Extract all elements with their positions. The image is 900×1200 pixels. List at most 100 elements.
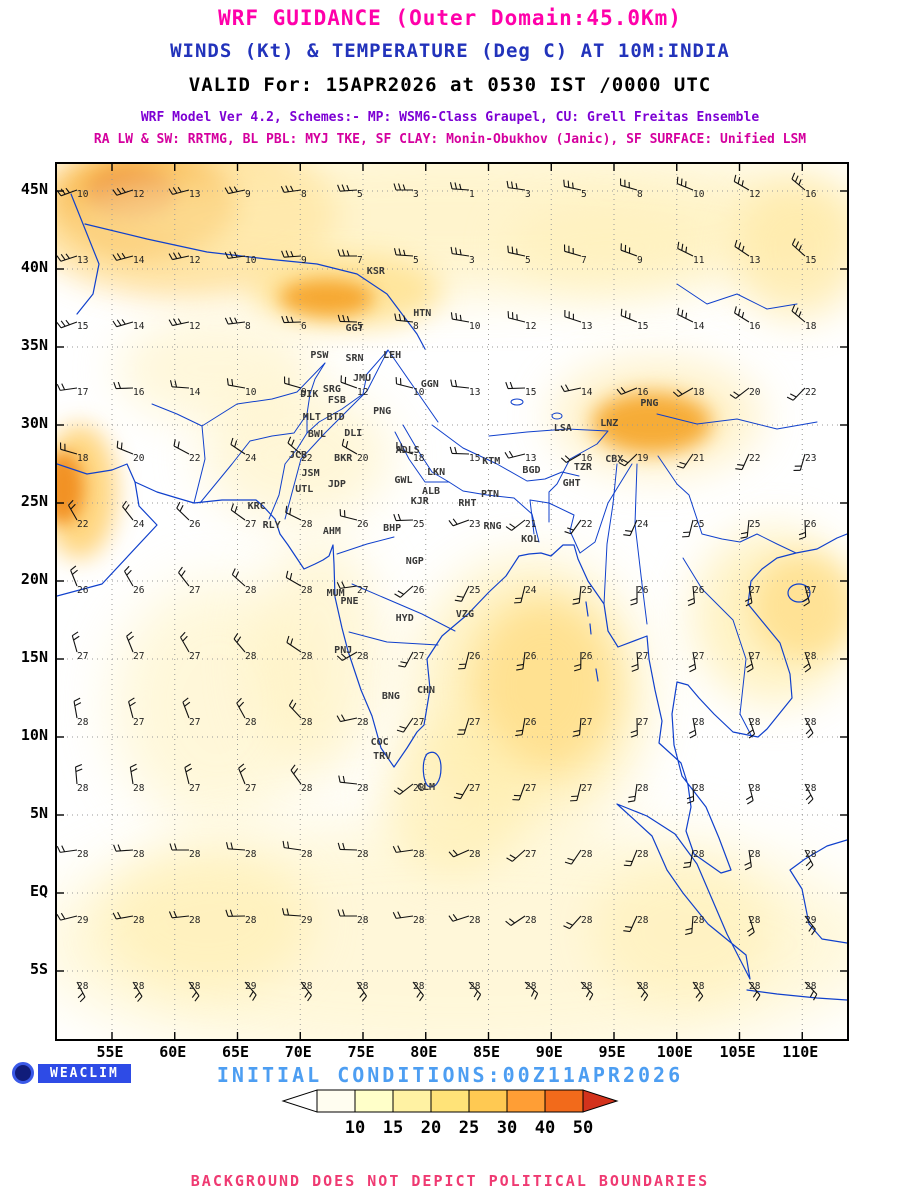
temperature-value: 28 <box>805 651 817 662</box>
wind-barb-cell: 28 <box>338 772 369 796</box>
lat-tick-label: 35N <box>20 336 48 354</box>
wind-barb-cell: 27 <box>336 574 369 598</box>
temperature-value: 9 <box>637 255 643 266</box>
temperature-value: 10 <box>245 387 257 398</box>
wind-barb-icon <box>682 519 694 538</box>
wind-barb-cell: 27 <box>569 772 593 802</box>
temperature-value: 20 <box>133 453 145 464</box>
temperature-value: 8 <box>413 321 419 332</box>
temperature-value: 28 <box>637 849 649 860</box>
wind-barb-icon <box>745 783 754 805</box>
wind-barb-cell: 28 <box>569 970 594 1001</box>
temperature-value: 22 <box>749 453 761 464</box>
wind-barb-cell: 28 <box>113 838 145 862</box>
wind-barb-cell: 15 <box>620 308 649 334</box>
lon-tick-label: 60E <box>159 1043 187 1061</box>
temperature-value: 13 <box>749 255 761 266</box>
wind-barb-cell: 6 <box>281 310 313 334</box>
temperature-value: 12 <box>357 387 369 398</box>
wind-barb-icon <box>747 717 756 739</box>
temperature-value: 28 <box>357 783 369 794</box>
station-label: TRV <box>373 750 392 762</box>
temperature-value: 24 <box>637 519 649 530</box>
temperature-value: 26 <box>525 717 537 728</box>
wind-barb-cell: 29 <box>281 904 313 928</box>
wind-barb-cell: 29 <box>793 904 817 936</box>
wind-barb-icon <box>449 446 470 455</box>
wind-barb-cell: 28 <box>177 970 201 1002</box>
temperature-value: 15 <box>525 387 537 398</box>
temperature-value: 27 <box>469 783 481 794</box>
station-label: PSW <box>310 349 329 361</box>
temperature-value: 10 <box>245 255 257 266</box>
temperature-value: 27 <box>77 651 89 662</box>
temperature-value: 22 <box>581 519 593 530</box>
wind-barb-icon <box>505 381 526 390</box>
station-label: RNG <box>483 521 502 533</box>
temperature-value: 28 <box>357 651 369 662</box>
wind-barb-cell: 22 <box>735 442 761 471</box>
temperature-value: 13 <box>189 189 201 200</box>
wind-barb-cell: 18 <box>791 304 817 334</box>
temperature-value: 22 <box>189 453 201 464</box>
lat-tick-label: 30N <box>20 414 48 432</box>
wind-barb-cell: 28 <box>737 970 761 1002</box>
temperature-value: 27 <box>245 519 257 530</box>
lon-tick-label: 55E <box>96 1043 124 1061</box>
wind-barb-cell: 28 <box>392 904 425 928</box>
temperature-value: 5 <box>357 189 363 200</box>
wind-barb-cell: 10 <box>226 376 257 400</box>
temperature-value: 28 <box>581 915 593 926</box>
temperature-value: 28 <box>245 651 257 662</box>
temperature-value: 28 <box>413 849 425 860</box>
temperature-value: 26 <box>357 519 369 530</box>
oman-coast <box>57 481 158 597</box>
station-label: BKR <box>334 452 353 464</box>
temperature-value: 28 <box>189 981 201 992</box>
wind-barb-cell: 28 <box>289 764 313 796</box>
wind-barb-cell: 18 <box>59 442 89 466</box>
station-label: GGT <box>345 323 364 335</box>
temperature-value: 27 <box>581 717 593 728</box>
temperature-value: 28 <box>469 915 481 926</box>
temperature-value: 27 <box>637 717 649 728</box>
temperature-value: 25 <box>413 519 425 530</box>
wind-barb-cell: 28 <box>345 970 369 1002</box>
temperature-value: 21 <box>693 453 705 464</box>
wind-barb-layer: 10 12 13 9 8 5 3 1 3 5 8 10 12 16 13 14 12 10 9 7 5 3 5 7 9 11 13 1… <box>57 164 847 1039</box>
wind-barb-cell: 27 <box>506 838 537 862</box>
wind-barb-cell: 27 <box>453 772 481 800</box>
temperature-value: 27 <box>525 783 537 794</box>
temperature-value: 28 <box>581 981 593 992</box>
temperature-value: 19 <box>637 453 649 464</box>
wind-barb-icon <box>804 717 814 739</box>
wind-barb-cell: 17 <box>57 376 89 400</box>
temperature-value: 27 <box>805 585 817 596</box>
temperature-value: 27 <box>413 651 425 662</box>
temperature-value: 1 <box>469 189 475 200</box>
temperature-value: 7 <box>581 255 587 266</box>
temperature-value: 11 <box>693 255 705 266</box>
wind-barb-cell: 27 <box>512 772 537 801</box>
wind-barb-icon <box>122 500 134 521</box>
wind-barb-cell: 12 <box>507 310 537 334</box>
wind-barb-cell: 28 <box>121 763 145 796</box>
lat-tick-label: 5N <box>29 804 48 822</box>
wind-barb-cell: 10 <box>57 178 89 202</box>
wind-barb-cell: 28 <box>65 970 89 1003</box>
wind-barb-icon <box>70 565 78 587</box>
wind-barb-cell: 28 <box>285 570 313 598</box>
wind-barb-cell: 13 <box>168 178 201 202</box>
wind-barb-cell: 28 <box>336 706 369 730</box>
station-label: AHM <box>322 526 341 538</box>
temperature-value: 14 <box>581 387 593 398</box>
temperature-value: 28 <box>637 783 649 794</box>
temperature-value: 27 <box>245 783 257 794</box>
temperature-value: 28 <box>245 849 257 860</box>
wind-barb-cell: 14 <box>169 376 201 400</box>
wind-barb-cell: 24 <box>623 508 649 537</box>
wind-barb-icon <box>450 312 470 323</box>
wind-barb-cell: 26 <box>339 508 369 532</box>
wind-barb-cell: 28 <box>285 505 313 532</box>
